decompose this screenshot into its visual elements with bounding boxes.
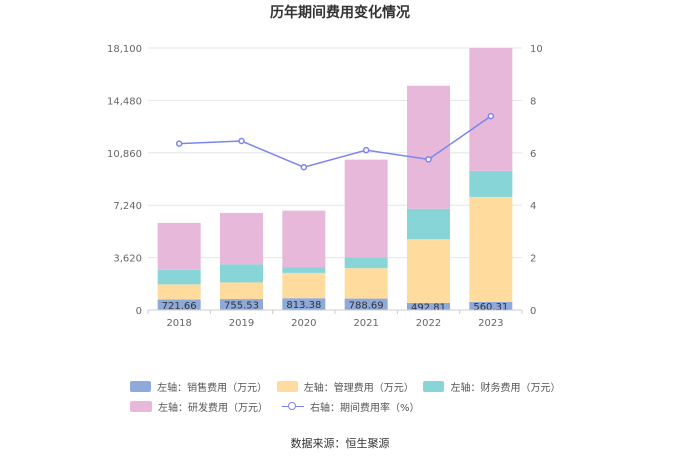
y-left-tick-label: 0 <box>136 306 142 317</box>
bar-segment <box>282 298 326 310</box>
rate-point <box>238 137 245 145</box>
legend-line-swatch <box>282 401 304 412</box>
y-right-tick-label: 4 <box>530 201 536 212</box>
bar-segment <box>157 222 201 270</box>
legend: 左轴：销售费用（万元） 左轴：管理费用（万元） 左轴：财务费用（万元） 左轴：研… <box>130 376 570 416</box>
x-tick-label: 2018 <box>166 318 191 329</box>
legend-item-sales[interactable]: 左轴：销售费用（万元） <box>130 379 268 394</box>
bar-segment <box>220 212 263 265</box>
legend-item-finance[interactable]: 左轴：财务费用（万元） <box>423 379 561 394</box>
y-left-tick-label: 14,480 <box>107 96 142 107</box>
y-left-tick-label: 18,100 <box>107 44 142 55</box>
legend-label: 左轴：财务费用（万元） <box>450 382 561 394</box>
bar-segment <box>157 269 201 285</box>
y-left-tick-label: 7,240 <box>113 201 142 212</box>
legend-label: 右轴：期间费用率（%） <box>310 402 420 414</box>
bar-segment <box>469 47 513 171</box>
axes: 0 3,620 7,240 10,860 14,480 18,100 0 2 4 6 8 10 2018… <box>107 44 543 329</box>
x-tick-label: 2022 <box>416 318 441 329</box>
rate-point <box>300 163 308 171</box>
legend-item-rate[interactable]: 右轴：期间费用率（%） <box>282 399 420 414</box>
rate-line <box>175 112 495 171</box>
x-tick-label: 2021 <box>353 318 378 329</box>
legend-row-1: 左轴：销售费用（万元） 左轴：管理费用（万元） 左轴：财务费用（万元） <box>130 376 570 396</box>
bar-data-label: 492.81 <box>411 302 446 313</box>
rate-point <box>425 156 432 163</box>
legend-item-rnd[interactable]: 左轴：研发费用（万元） <box>130 399 268 414</box>
x-tick-label: 2019 <box>229 318 254 329</box>
bar-segment <box>407 239 450 303</box>
legend-swatch <box>423 380 445 392</box>
bar-data-label: 560.31 <box>473 302 508 313</box>
bar-data-label: 788.69 <box>349 300 384 311</box>
bar-segment <box>407 85 450 209</box>
y-right-tick-label: 8 <box>530 96 536 107</box>
x-tick-label: 2020 <box>291 318 316 329</box>
bar-segment <box>344 257 388 269</box>
y-right-tick-label: 0 <box>530 306 536 317</box>
bar-segment <box>157 299 201 310</box>
rate-point <box>487 112 495 120</box>
y-left-tick-label: 10,860 <box>107 149 142 160</box>
y-right-tick-label: 6 <box>530 149 536 160</box>
y-right-tick-label: 10 <box>530 44 543 55</box>
bar-segment <box>220 282 263 300</box>
bar-segment <box>407 302 450 310</box>
bar-stacks: 721.66 755.53 813.38 788.69 492.81 560.31 <box>157 47 513 313</box>
bar-segment <box>469 301 513 310</box>
data-source: 数据来源：恒生聚源 <box>290 437 390 450</box>
bar-segment <box>220 264 263 283</box>
x-tick-label: 2023 <box>478 318 503 329</box>
legend-label: 左轴：管理费用（万元） <box>303 382 414 394</box>
grid-lines <box>148 47 522 311</box>
rate-line-path <box>179 115 492 169</box>
chart-title: 历年期间费用变化情况 <box>270 4 410 21</box>
legend-label: 左轴：销售费用（万元） <box>157 382 268 394</box>
bar-segment <box>344 268 388 299</box>
bar-data-label: 755.53 <box>224 301 259 312</box>
legend-label: 左轴：研发费用（万元） <box>158 402 268 414</box>
bar-data-label: 813.38 <box>286 300 321 311</box>
bar-segment <box>344 298 388 310</box>
bar-segment <box>344 159 388 258</box>
rate-point <box>175 140 183 147</box>
bar-segment <box>469 170 513 197</box>
bar-segment <box>282 272 326 299</box>
legend-swatch <box>130 380 152 392</box>
bar-segment <box>157 284 201 300</box>
legend-swatch <box>276 380 298 392</box>
bar-segment <box>282 267 326 273</box>
bar-segment <box>282 210 326 268</box>
legend-row-2: 左轴：研发费用（万元） 右轴：期间费用率（%） <box>130 396 570 416</box>
rate-point <box>362 146 370 154</box>
bar-segment <box>469 196 513 302</box>
legend-swatch <box>130 400 152 412</box>
y-right-tick-label: 2 <box>530 254 536 265</box>
bar-segment <box>220 299 263 310</box>
y-left-tick-label: 3,620 <box>113 254 142 265</box>
bar-data-label: 721.66 <box>162 301 197 312</box>
bar-segment <box>407 208 450 240</box>
legend-item-admin[interactable]: 左轴：管理费用（万元） <box>276 379 414 394</box>
